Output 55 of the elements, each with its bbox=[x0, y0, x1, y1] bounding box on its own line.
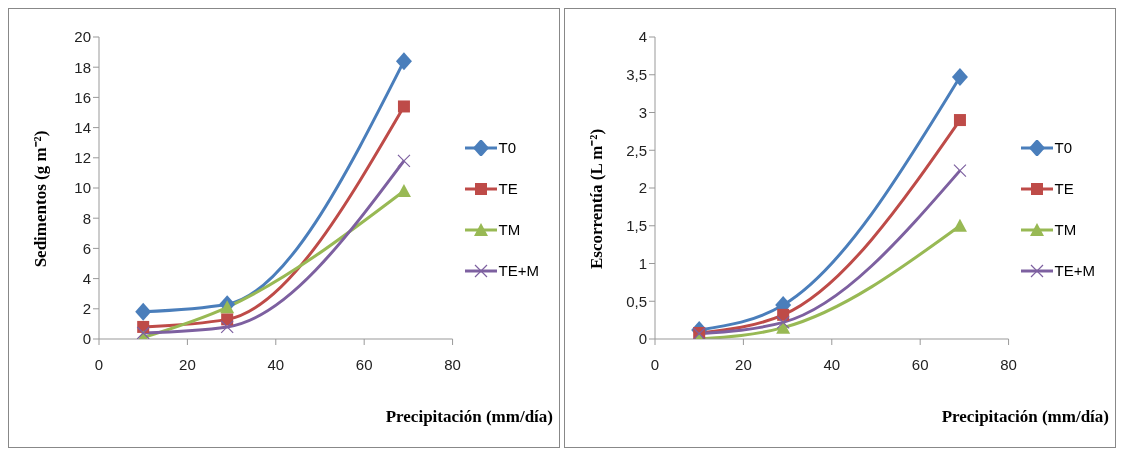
x-tick-label: 40 bbox=[267, 355, 285, 373]
legend-label: TE+M bbox=[498, 262, 539, 279]
y-tick-label: 0 bbox=[638, 330, 647, 348]
y-tick-label: 2 bbox=[638, 179, 647, 197]
x-tick-label: 0 bbox=[94, 355, 104, 373]
y-tick-label: 4 bbox=[82, 269, 91, 287]
x-tick-label: 60 bbox=[911, 355, 929, 373]
y-tick-label: 6 bbox=[82, 239, 91, 257]
legend-label: TE+M bbox=[1054, 262, 1095, 279]
x-tick-label: 0 bbox=[650, 355, 660, 373]
point bbox=[776, 315, 790, 329]
point bbox=[953, 164, 967, 178]
y-tick-label: 18 bbox=[74, 58, 91, 76]
y-tick-label: 2,5 bbox=[626, 141, 647, 159]
y-tick-label: 16 bbox=[74, 88, 91, 106]
y-tick-label: 0,5 bbox=[626, 292, 647, 310]
y-axis-title: Sedimentos (g m⁻²) bbox=[29, 130, 51, 268]
x-tick-label: 60 bbox=[355, 355, 373, 373]
legend-label: TM bbox=[1054, 221, 1077, 238]
y-tick-label: 20 bbox=[74, 28, 91, 46]
point bbox=[220, 320, 234, 334]
legend-label: T0 bbox=[498, 139, 517, 156]
legend-label: TM bbox=[498, 221, 521, 238]
y-tick-label: 12 bbox=[74, 149, 91, 167]
x-tick-label: 20 bbox=[179, 355, 196, 373]
x-tick-label: 20 bbox=[735, 355, 752, 373]
y-tick-label: 1,5 bbox=[626, 217, 647, 235]
point bbox=[135, 302, 152, 321]
y-tick-label: 3,5 bbox=[626, 66, 647, 84]
point bbox=[395, 52, 412, 71]
point bbox=[951, 68, 968, 87]
x-tick-label: 80 bbox=[1000, 355, 1017, 373]
x-tick-label: 80 bbox=[444, 355, 461, 373]
point bbox=[396, 184, 411, 198]
y-tick-label: 1 bbox=[638, 254, 647, 272]
y-tick-label: 10 bbox=[74, 179, 91, 197]
x-axis-title: Precipitación (mm/día) bbox=[941, 407, 1109, 427]
point bbox=[397, 100, 410, 113]
y-tick-label: 14 bbox=[74, 118, 91, 136]
y-axis-title: Escorrentía (L m⁻²) bbox=[585, 128, 607, 270]
point bbox=[397, 154, 411, 168]
x-tick-label: 40 bbox=[823, 355, 841, 373]
y-tick-label: 2 bbox=[82, 300, 91, 318]
legend-label: TE bbox=[498, 180, 518, 197]
point bbox=[952, 218, 967, 232]
y-tick-label: 3 bbox=[638, 103, 647, 121]
point bbox=[220, 300, 235, 314]
legend-label: T0 bbox=[1054, 139, 1073, 156]
y-tick-label: 8 bbox=[82, 209, 91, 227]
point bbox=[953, 114, 966, 127]
point bbox=[136, 326, 150, 339]
x-axis-title: Precipitación (mm/día) bbox=[385, 407, 553, 427]
y-tick-label: 4 bbox=[638, 28, 647, 46]
legend-label: TE bbox=[1054, 180, 1074, 197]
y-tick-label: 0 bbox=[82, 330, 91, 348]
